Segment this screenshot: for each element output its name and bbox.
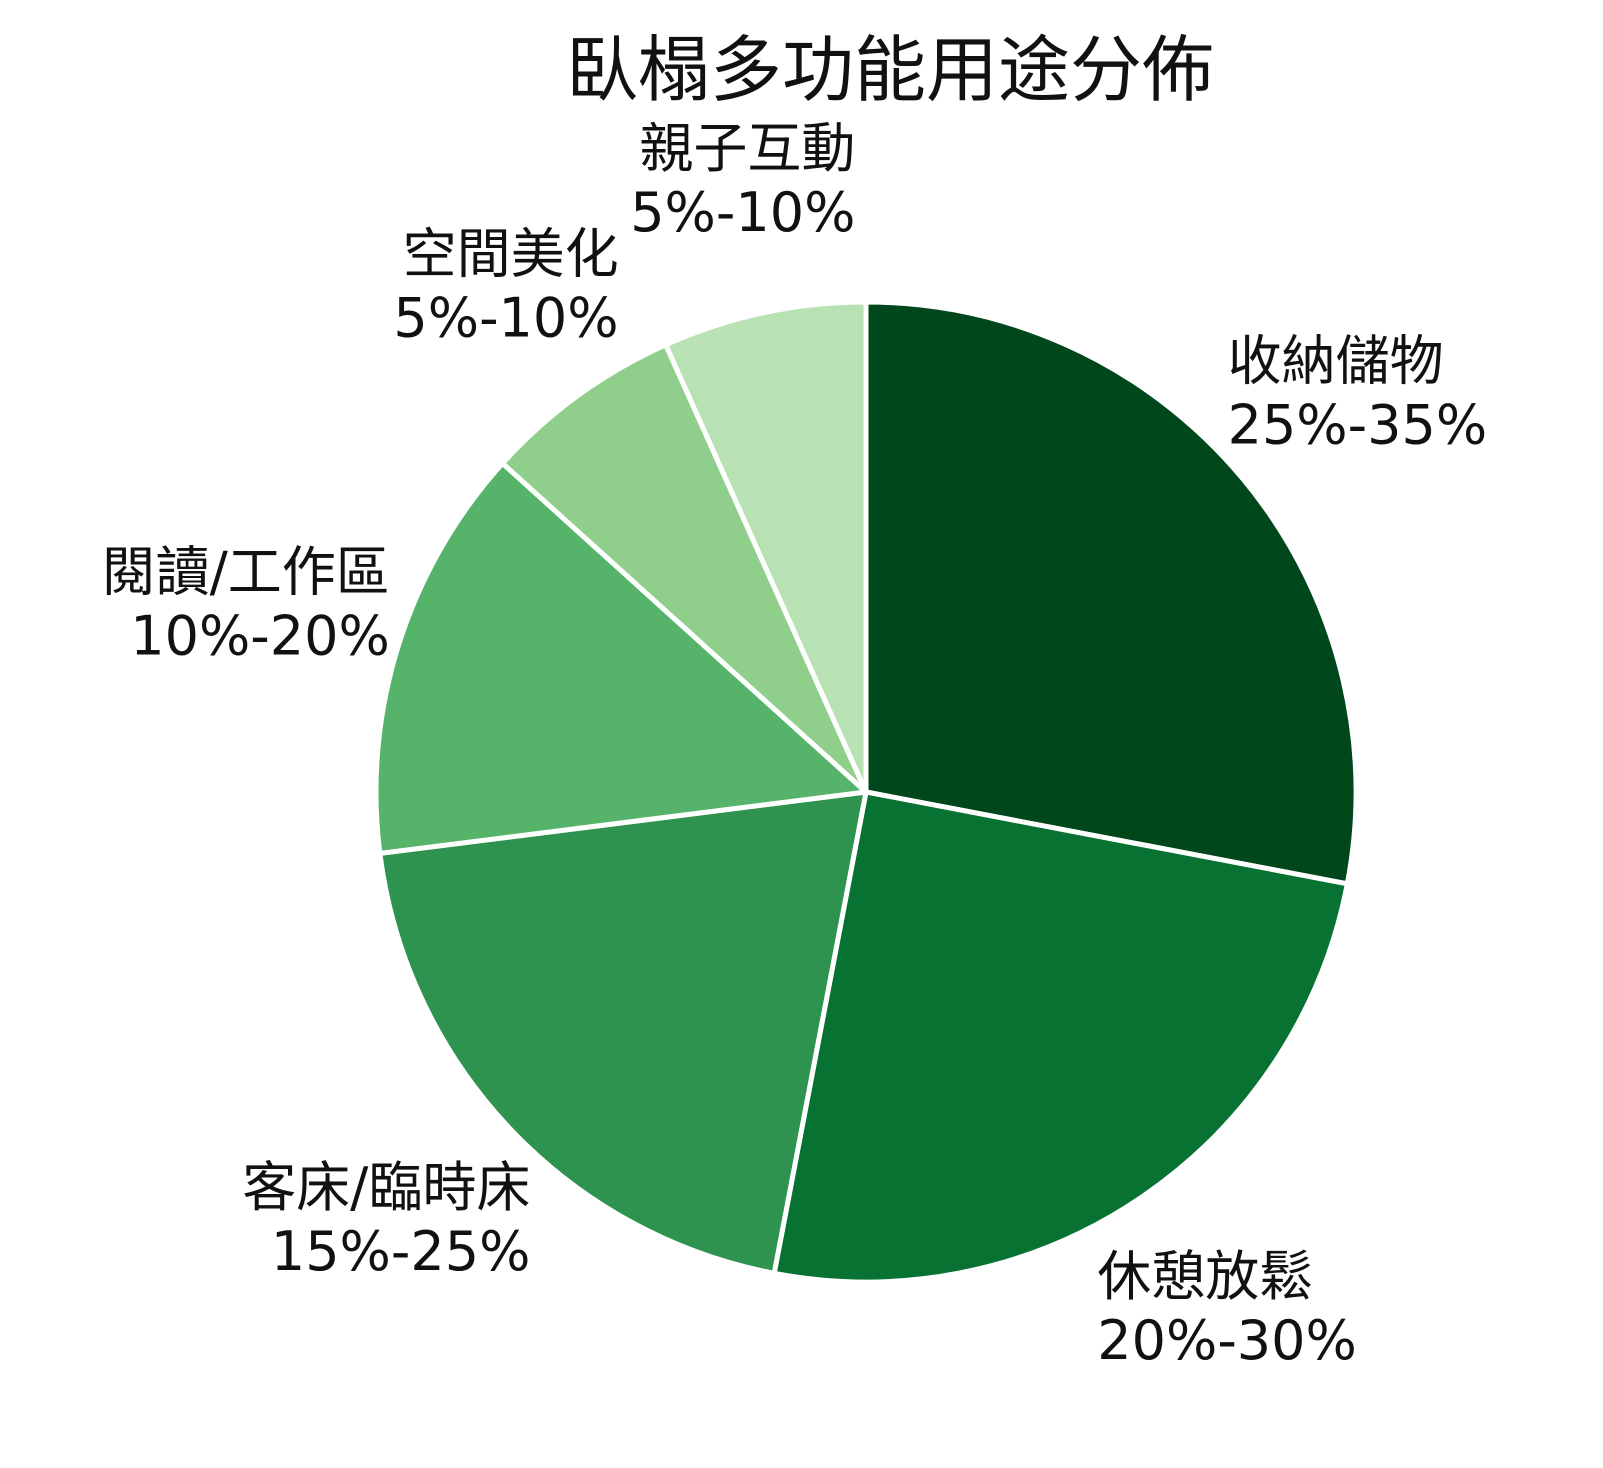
slice-label-4: 閱讀/工作區 xyxy=(102,541,390,604)
slice-label-2: 休憩放鬆 xyxy=(1097,1245,1313,1308)
chart-title: 臥榻多功能用途分佈 xyxy=(566,28,1214,112)
slice-range-6: 5%-10% xyxy=(630,181,855,244)
pie-slices xyxy=(373,299,1359,1285)
slice-label-6: 親子互動 xyxy=(639,117,855,180)
pie-slice-1 xyxy=(863,299,1359,887)
slice-range-1: 25%-35% xyxy=(1228,394,1488,457)
pie-slice-3 xyxy=(377,789,869,1276)
pie-slice-6 xyxy=(663,299,869,795)
slice-label-5: 空間美化 xyxy=(403,222,619,285)
pie-slice-4 xyxy=(373,460,869,856)
pie-slice-2 xyxy=(771,789,1350,1285)
slice-range-3: 15%-25% xyxy=(271,1220,531,1283)
slice-range-2: 20%-30% xyxy=(1097,1309,1357,1372)
slice-range-4: 10%-20% xyxy=(130,605,390,668)
slice-label-3: 客床/臨時床 xyxy=(242,1156,530,1219)
slice-label-1: 收納儲物 xyxy=(1228,330,1444,393)
pie-slice-5 xyxy=(500,342,869,795)
slice-range-5: 5%-10% xyxy=(393,286,618,349)
